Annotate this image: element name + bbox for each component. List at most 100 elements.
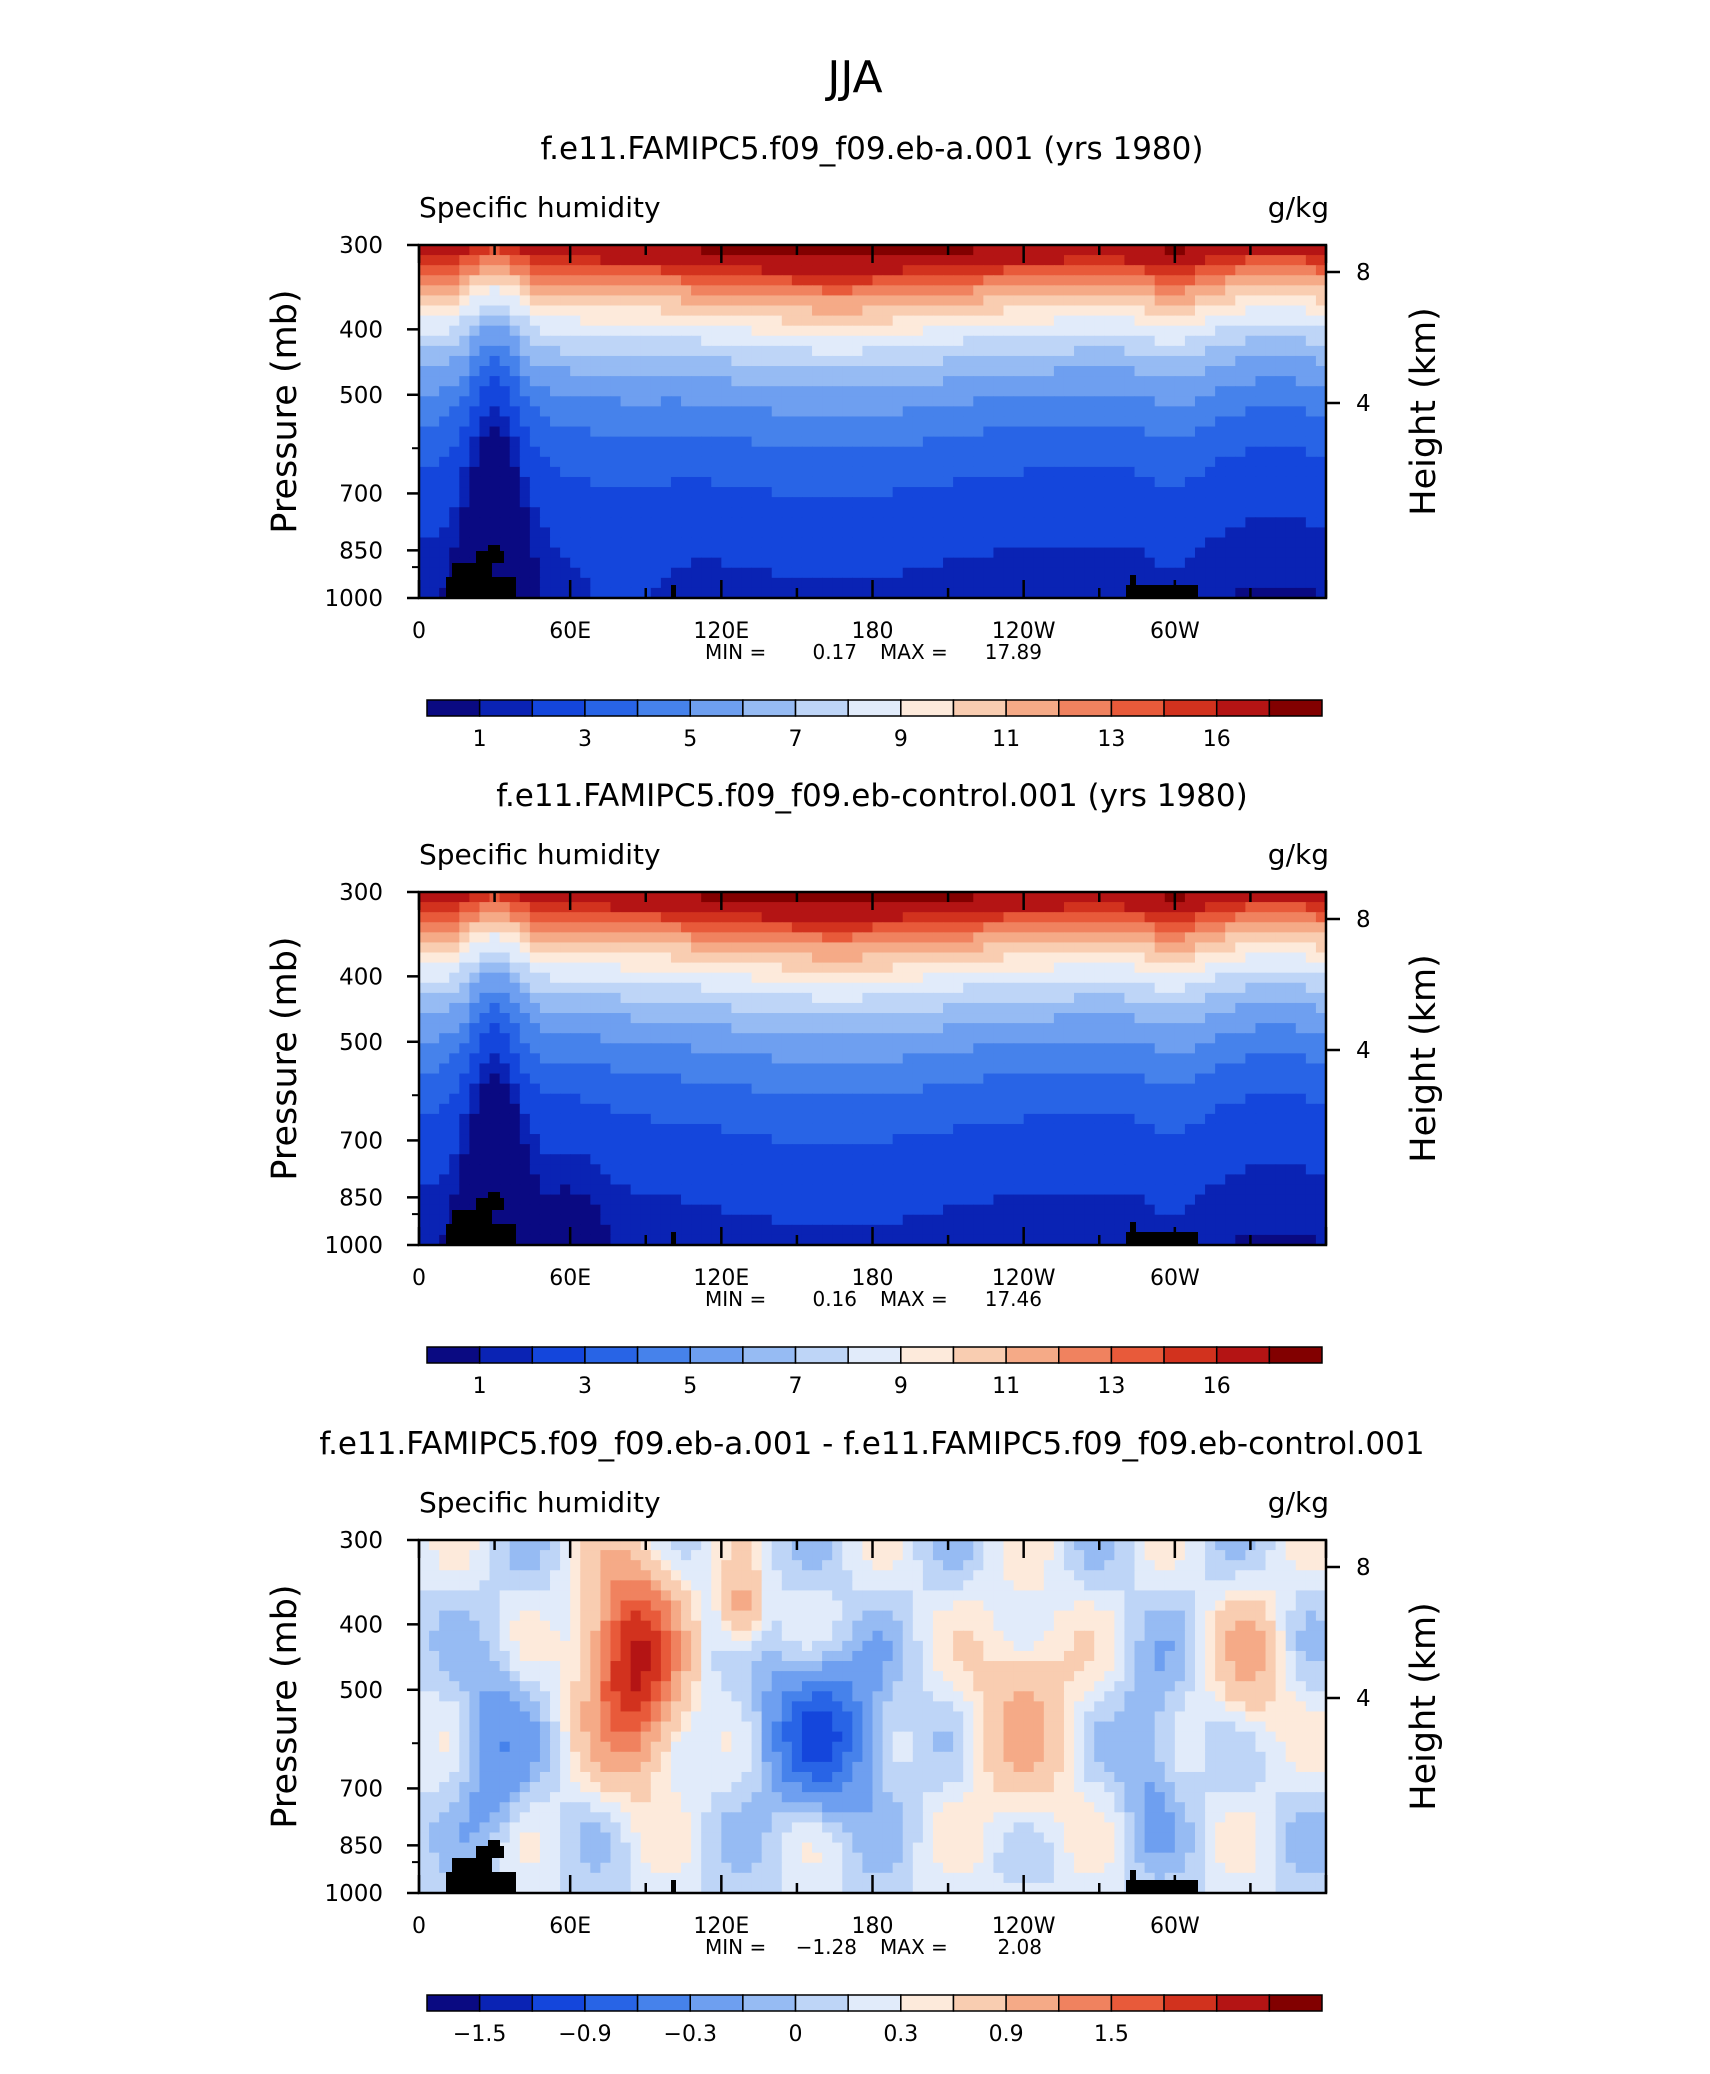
heatmap-cell: [1275, 557, 1287, 569]
heatmap-cell: [1194, 982, 1206, 994]
heatmap-cell: [640, 476, 652, 488]
heatmap-cell: [419, 537, 430, 549]
heatmap-cell: [842, 396, 853, 407]
heatmap-cell: [570, 547, 581, 559]
heatmap-cell: [751, 507, 763, 518]
heatmap-cell: [1315, 962, 1326, 974]
heatmap-cell: [1164, 305, 1176, 317]
heatmap-cell: [711, 245, 722, 256]
heatmap-cell: [983, 275, 995, 286]
heatmap-cell: [1094, 426, 1105, 438]
heatmap-cell: [711, 295, 722, 307]
heatmap-cell: [439, 295, 450, 307]
heatmap-cell: [1144, 992, 1156, 1004]
heatmap-cell: [1265, 285, 1277, 297]
heatmap-cell: [691, 537, 702, 549]
heatmap-cell: [1013, 922, 1025, 933]
heatmap-cell: [741, 892, 753, 903]
heatmap-cell: [963, 497, 974, 508]
heatmap-cell: [1033, 517, 1045, 528]
heatmap-cell: [459, 366, 470, 377]
heatmap-cell: [902, 446, 914, 458]
heatmap-cell: [1023, 942, 1035, 954]
heatmap-cell: [842, 406, 853, 418]
heatmap-cell: [1194, 275, 1206, 286]
heatmap-cell: [1255, 295, 1267, 307]
heatmap-cell: [852, 376, 864, 387]
heatmap-cell: [1104, 517, 1115, 528]
heatmap-cell: [1174, 567, 1186, 579]
heatmap-cell: [429, 992, 440, 1004]
heatmap-cell: [560, 972, 571, 984]
heatmap-cell: [449, 396, 460, 407]
heatmap-cell: [600, 426, 612, 438]
heatmap-cell: [1144, 892, 1156, 903]
heatmap-cell: [791, 982, 803, 994]
heatmap-cell: [1184, 265, 1196, 276]
heatmap-cell: [973, 1043, 984, 1054]
heatmap-cell: [711, 366, 722, 377]
heatmap-cell: [862, 912, 874, 923]
heatmap-cell: [872, 436, 884, 448]
heatmap-cell: [469, 962, 481, 974]
heatmap-cell: [1164, 335, 1176, 347]
heatmap-cell: [650, 922, 662, 933]
heatmap-cell: [580, 426, 591, 438]
heatmap-cell: [509, 345, 521, 357]
heatmap-cell: [670, 285, 682, 297]
heatmap-cell: [761, 456, 773, 468]
heatmap-cell: [610, 527, 622, 539]
heatmap-cell: [882, 962, 894, 974]
heatmap-cell: [882, 446, 894, 458]
heatmap-cell: [1053, 366, 1065, 377]
heatmap-cell: [983, 962, 995, 974]
heatmap-cell: [963, 285, 974, 297]
heatmap-cell: [932, 1063, 944, 1075]
heatmap-field: [419, 892, 1326, 1245]
heatmap-cell: [1063, 942, 1075, 954]
heatmap-cell: [1265, 476, 1277, 488]
heatmap-cell: [1013, 466, 1025, 478]
heatmap-cell: [1285, 305, 1297, 317]
heatmap-cell: [902, 1023, 914, 1034]
heatmap-cell: [761, 1023, 773, 1034]
heatmap-cell: [1003, 366, 1015, 377]
heatmap-cell: [1245, 1002, 1257, 1014]
heatmap-cell: [953, 335, 964, 347]
heatmap-cell: [640, 456, 652, 468]
heatmap-cell: [751, 255, 763, 266]
heatmap-cell: [832, 325, 843, 337]
heatmap-cell: [1225, 982, 1236, 994]
heatmap-cell: [1265, 517, 1277, 528]
heatmap-cell: [449, 335, 460, 347]
heatmap-cell: [741, 557, 753, 569]
heatmap-cell: [529, 507, 541, 518]
units-label: g/kg: [1268, 838, 1329, 871]
heatmap-cell: [519, 456, 531, 468]
heatmap-cell: [1245, 386, 1257, 397]
heatmap-cell: [1094, 577, 1105, 589]
heatmap-cell: [439, 942, 450, 954]
heatmap-cell: [630, 577, 642, 589]
heatmap-cell: [580, 446, 591, 458]
heatmap-cell: [862, 335, 874, 347]
heatmap-cell: [1104, 557, 1115, 569]
heatmap-cell: [741, 1023, 753, 1034]
heatmap-cell: [1174, 305, 1186, 317]
heatmap-cell: [1013, 305, 1025, 317]
heatmap-cell: [1144, 285, 1156, 297]
heatmap-cell: [630, 305, 642, 317]
heatmap-cell: [550, 487, 561, 498]
heatmap-cell: [963, 406, 974, 418]
heatmap-cell: [1114, 952, 1126, 964]
heatmap-cell: [993, 892, 1005, 903]
heatmap-cell: [509, 992, 521, 1004]
heatmap-cell: [771, 497, 783, 508]
heatmap-cell: [822, 557, 833, 569]
heatmap-cell: [953, 942, 964, 954]
heatmap-cell: [801, 557, 813, 569]
heatmap-cell: [509, 982, 521, 994]
heatmap-cell: [610, 345, 622, 357]
heatmap-cell: [751, 245, 763, 256]
heatmap-cell: [570, 567, 581, 579]
